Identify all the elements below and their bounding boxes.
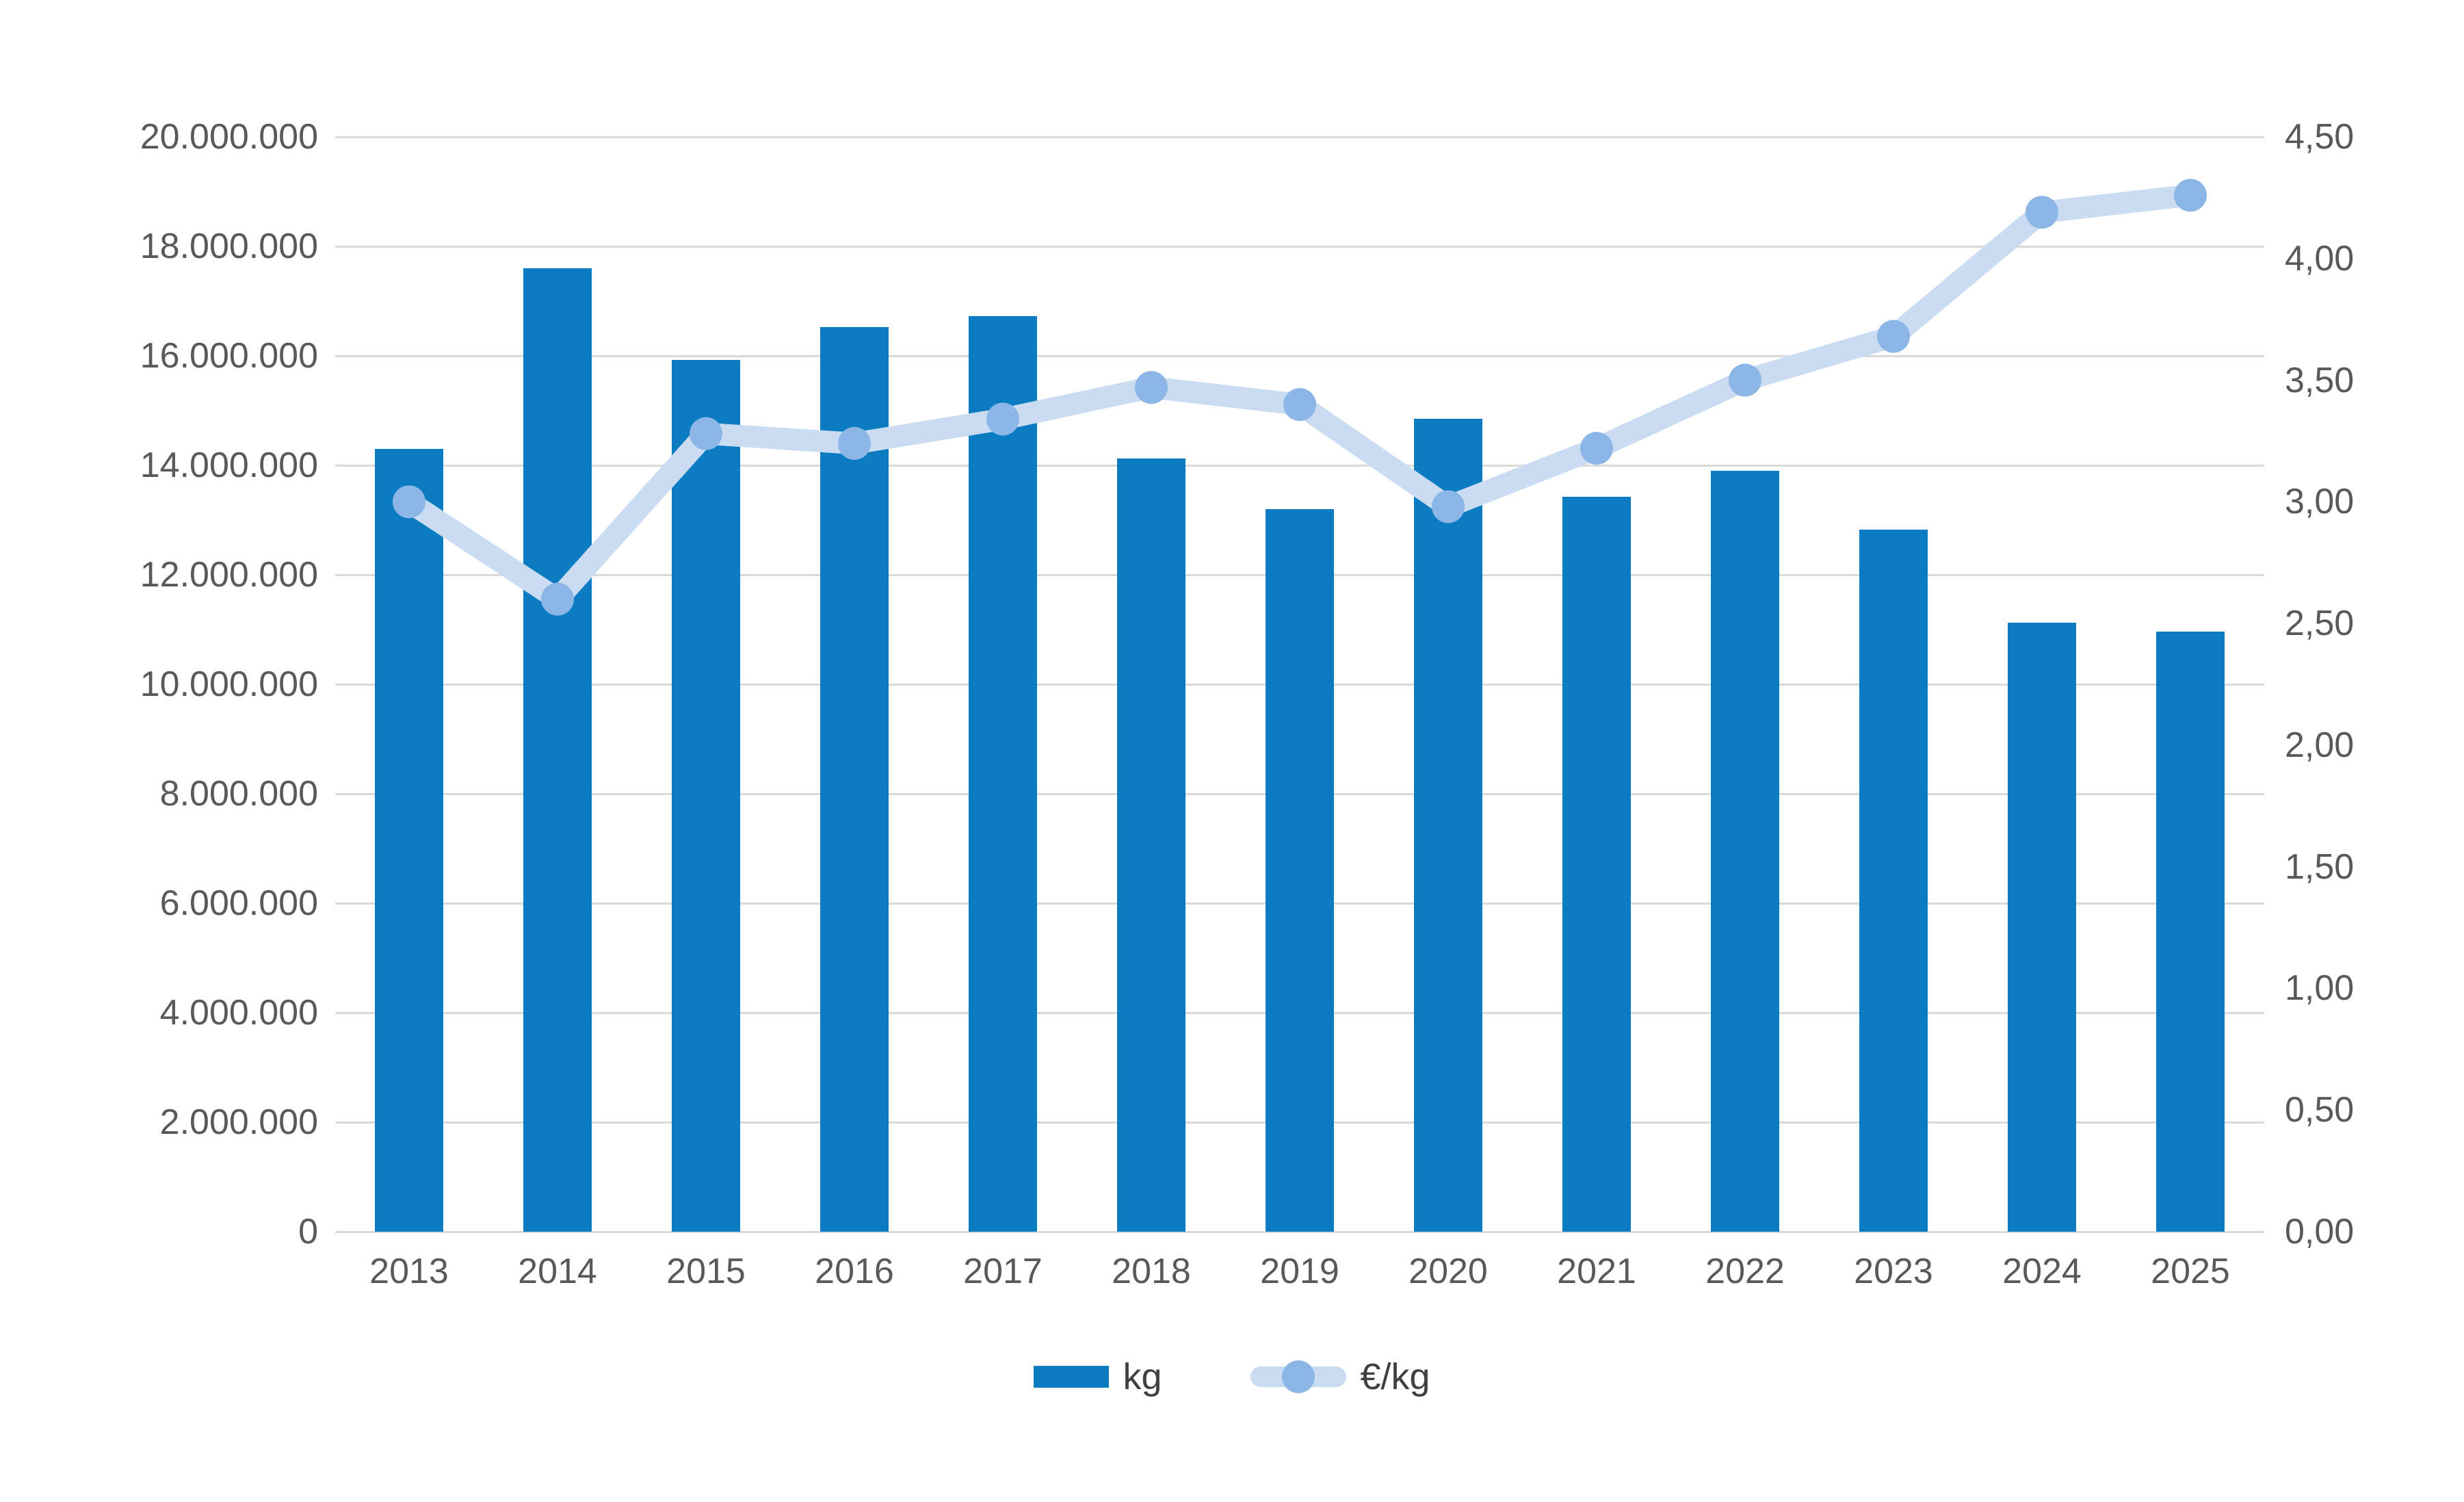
bar-2016 [820, 327, 889, 1232]
x-axis-label-2020: 2020 [1408, 1252, 1488, 1291]
eur-per-kg-line-swatch-icon [1250, 1360, 1347, 1393]
right-axis-label-1-50: 1,50 [2285, 846, 2355, 887]
legend-item-eur-per-kg: €/kg [1250, 1358, 1430, 1395]
gridline-18000000 [335, 245, 2264, 248]
x-axis-label-2018: 2018 [1112, 1252, 1191, 1291]
bar-2014 [523, 268, 592, 1232]
bar-2022 [1711, 471, 1779, 1232]
line-point-2016 [838, 427, 871, 460]
x-axis-label-2023: 2023 [1854, 1252, 1933, 1291]
bar-2017 [969, 316, 1037, 1232]
x-axis-label-2016: 2016 [815, 1252, 894, 1291]
x-axis-label-2021: 2021 [1557, 1252, 1636, 1291]
left-axis-label-16000000: 16.000.000 [140, 336, 318, 376]
x-axis-label-2019: 2019 [1260, 1252, 1339, 1291]
right-axis-label-3-00: 3,00 [2285, 482, 2355, 522]
line-point-2022 [1729, 363, 1761, 397]
bar-2018 [1117, 458, 1185, 1232]
bar-2021 [1562, 497, 1631, 1232]
line-point-2025 [2174, 179, 2207, 212]
right-axis-label-4-00: 4,00 [2285, 238, 2355, 279]
legend-label-eur-per-kg: €/kg [1360, 1356, 1430, 1397]
left-axis-label-8000000: 8.000.000 [159, 774, 318, 814]
legend-item-kg: kg [1034, 1358, 1162, 1395]
right-axis-label-2-50: 2,50 [2285, 604, 2355, 644]
right-axis-label-4-50: 4,50 [2285, 117, 2355, 157]
line-point-2024 [2026, 196, 2058, 229]
line-point-2020 [1432, 490, 1465, 523]
legend: kg €/kg [1034, 1358, 1430, 1395]
x-axis-label-2025: 2025 [2151, 1252, 2230, 1291]
bar-2025 [2156, 632, 2225, 1232]
x-axis-label-2022: 2022 [1705, 1252, 1785, 1291]
right-axis-label-0-00: 0,00 [2285, 1212, 2355, 1252]
bar-2023 [1859, 530, 1928, 1232]
bar-2019 [1266, 509, 1334, 1232]
bar-2013 [375, 449, 443, 1232]
line-point-2014 [541, 582, 574, 616]
gridline-0 [335, 1230, 2264, 1233]
left-axis-label-0: 0 [298, 1212, 318, 1252]
line-point-2017 [986, 402, 1019, 436]
left-axis-label-20000000: 20.000.000 [140, 117, 318, 157]
line-point-2015 [690, 417, 722, 450]
x-axis-label-2015: 2015 [666, 1252, 746, 1291]
x-axis-label-2024: 2024 [2002, 1252, 2082, 1291]
right-axis-label-2-00: 2,00 [2285, 725, 2355, 765]
kg-bar-swatch-icon [1034, 1366, 1110, 1388]
line-point-2013 [393, 485, 425, 519]
bar-2015 [672, 359, 740, 1232]
left-axis-label-4000000: 4.000.000 [159, 993, 318, 1033]
gridline-16000000 [335, 354, 2264, 357]
bar-2020 [1414, 419, 1482, 1232]
x-axis-label-2014: 2014 [518, 1252, 597, 1291]
right-axis-label-1-00: 1,00 [2285, 968, 2355, 1009]
left-axis-label-12000000: 12.000.000 [140, 555, 318, 595]
line-point-2021 [1580, 432, 1613, 465]
x-axis-label-2013: 2013 [369, 1252, 449, 1291]
left-axis-label-18000000: 18.000.000 [140, 226, 318, 266]
left-axis-label-10000000: 10.000.000 [140, 664, 318, 704]
line-point-2023 [1877, 320, 1910, 353]
left-axis-label-2000000: 2.000.000 [159, 1102, 318, 1142]
bar-2024 [2008, 623, 2076, 1232]
left-axis-label-6000000: 6.000.000 [159, 883, 318, 923]
line-point-2018 [1135, 371, 1168, 404]
x-axis-label-2017: 2017 [963, 1252, 1043, 1291]
legend-label-kg: kg [1123, 1356, 1162, 1397]
gridline-14000000 [335, 464, 2264, 467]
left-axis-label-14000000: 14.000.000 [140, 445, 318, 485]
eur-per-kg-dot-icon [1282, 1360, 1315, 1393]
gridline-20000000 [335, 135, 2264, 138]
right-axis-label-0-50: 0,50 [2285, 1090, 2355, 1130]
line-point-2019 [1283, 388, 1316, 422]
right-axis-label-3-50: 3,50 [2285, 360, 2355, 400]
